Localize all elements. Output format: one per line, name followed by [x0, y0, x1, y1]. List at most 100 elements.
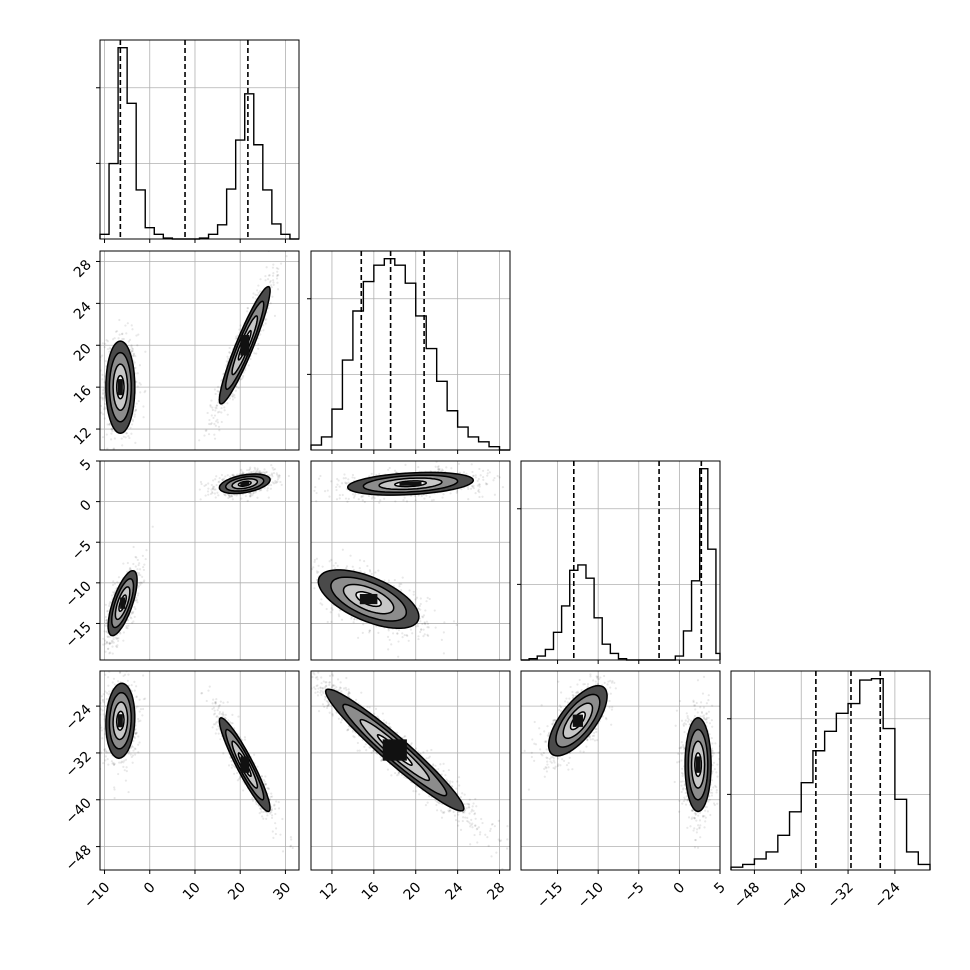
histogram-frame	[310, 250, 511, 451]
sample-point	[111, 429, 114, 433]
sample-point	[252, 292, 255, 295]
sample-point	[455, 491, 458, 494]
sample-point	[311, 567, 314, 571]
sample-point	[102, 637, 105, 640]
sample-point	[374, 571, 377, 574]
sample-point	[133, 606, 136, 609]
sample-point	[122, 562, 125, 565]
sample-point	[208, 422, 211, 426]
sample-point	[106, 609, 109, 613]
sample-point	[414, 598, 417, 601]
sample-point	[256, 289, 259, 292]
sample-point	[224, 494, 227, 497]
sample-point	[214, 478, 217, 481]
sample-point	[114, 330, 118, 333]
sample-point	[362, 495, 365, 498]
sample-point	[417, 635, 420, 638]
sample-point	[108, 350, 111, 353]
sample-point	[134, 355, 137, 358]
sample-point	[249, 468, 252, 471]
sample-point	[225, 360, 228, 363]
sample-point	[330, 607, 333, 610]
sample-point	[222, 373, 225, 376]
sample-point	[307, 587, 309, 589]
sample-point	[430, 499, 434, 502]
sample-point	[419, 608, 422, 611]
sample-point	[103, 346, 106, 349]
sample-point	[136, 372, 139, 375]
sample-point	[216, 411, 220, 414]
sample-point	[312, 566, 315, 569]
sample-point	[275, 481, 278, 484]
sample-point	[278, 476, 281, 479]
sample-point	[124, 436, 127, 439]
sample-point	[108, 642, 112, 645]
sample-point	[266, 278, 270, 281]
sample-point	[472, 474, 475, 477]
sample-point	[269, 484, 273, 487]
sample-point	[460, 488, 463, 491]
sample-point	[341, 548, 344, 551]
sample-point	[457, 462, 461, 466]
sample-point	[118, 318, 121, 322]
sample-point	[272, 281, 275, 284]
sample-point	[108, 642, 111, 645]
sample-point	[419, 630, 422, 634]
sample-point	[110, 594, 113, 597]
sample-point	[358, 559, 362, 562]
sample-point	[332, 564, 335, 567]
sample-point	[258, 471, 261, 474]
sample-point	[226, 355, 229, 358]
sample-point	[249, 492, 252, 495]
sample-point	[135, 334, 138, 337]
sample-point	[101, 354, 104, 357]
sample-point	[136, 558, 139, 562]
sample-point	[268, 474, 272, 477]
sample-point	[137, 573, 140, 576]
sample-point	[272, 471, 276, 475]
sample-point	[338, 494, 341, 497]
sample-point	[129, 616, 132, 619]
sample-point	[276, 288, 280, 291]
sample-point	[315, 491, 318, 495]
sample-point	[319, 474, 322, 478]
sample-point	[110, 427, 114, 430]
sample-point	[130, 344, 133, 347]
sample-point	[108, 642, 111, 645]
sample-point	[215, 420, 218, 423]
sample-point	[273, 468, 277, 471]
sample-point	[305, 588, 307, 590]
sample-point	[368, 631, 371, 634]
sample-point	[223, 493, 226, 497]
sample-point	[139, 583, 142, 586]
density-peak	[399, 481, 422, 486]
sample-point	[527, 474, 529, 476]
sample-point	[211, 487, 215, 490]
sample-point	[276, 473, 279, 477]
sample-point	[335, 498, 339, 501]
sample-point	[426, 622, 430, 625]
sample-point	[138, 364, 142, 367]
sample-point	[421, 616, 425, 619]
sample-point	[238, 328, 241, 331]
sample-point	[272, 279, 275, 282]
sample-point	[102, 761, 105, 765]
sample-point	[207, 433, 211, 436]
sample-point	[269, 302, 272, 305]
sample-point	[326, 489, 329, 492]
sample-point	[241, 376, 244, 379]
sample-point	[472, 484, 475, 487]
sample-point	[223, 406, 226, 409]
sample-point	[313, 560, 316, 563]
sample-point	[425, 620, 429, 623]
sample-point	[478, 491, 481, 494]
sample-point	[228, 493, 231, 497]
sample-point	[135, 380, 138, 384]
sample-point	[255, 470, 258, 473]
sample-point	[242, 371, 245, 374]
sample-point	[200, 482, 203, 486]
sample-point	[344, 481, 347, 484]
sample-point	[108, 602, 111, 606]
sample-point	[130, 324, 133, 327]
sample-point	[353, 494, 356, 497]
